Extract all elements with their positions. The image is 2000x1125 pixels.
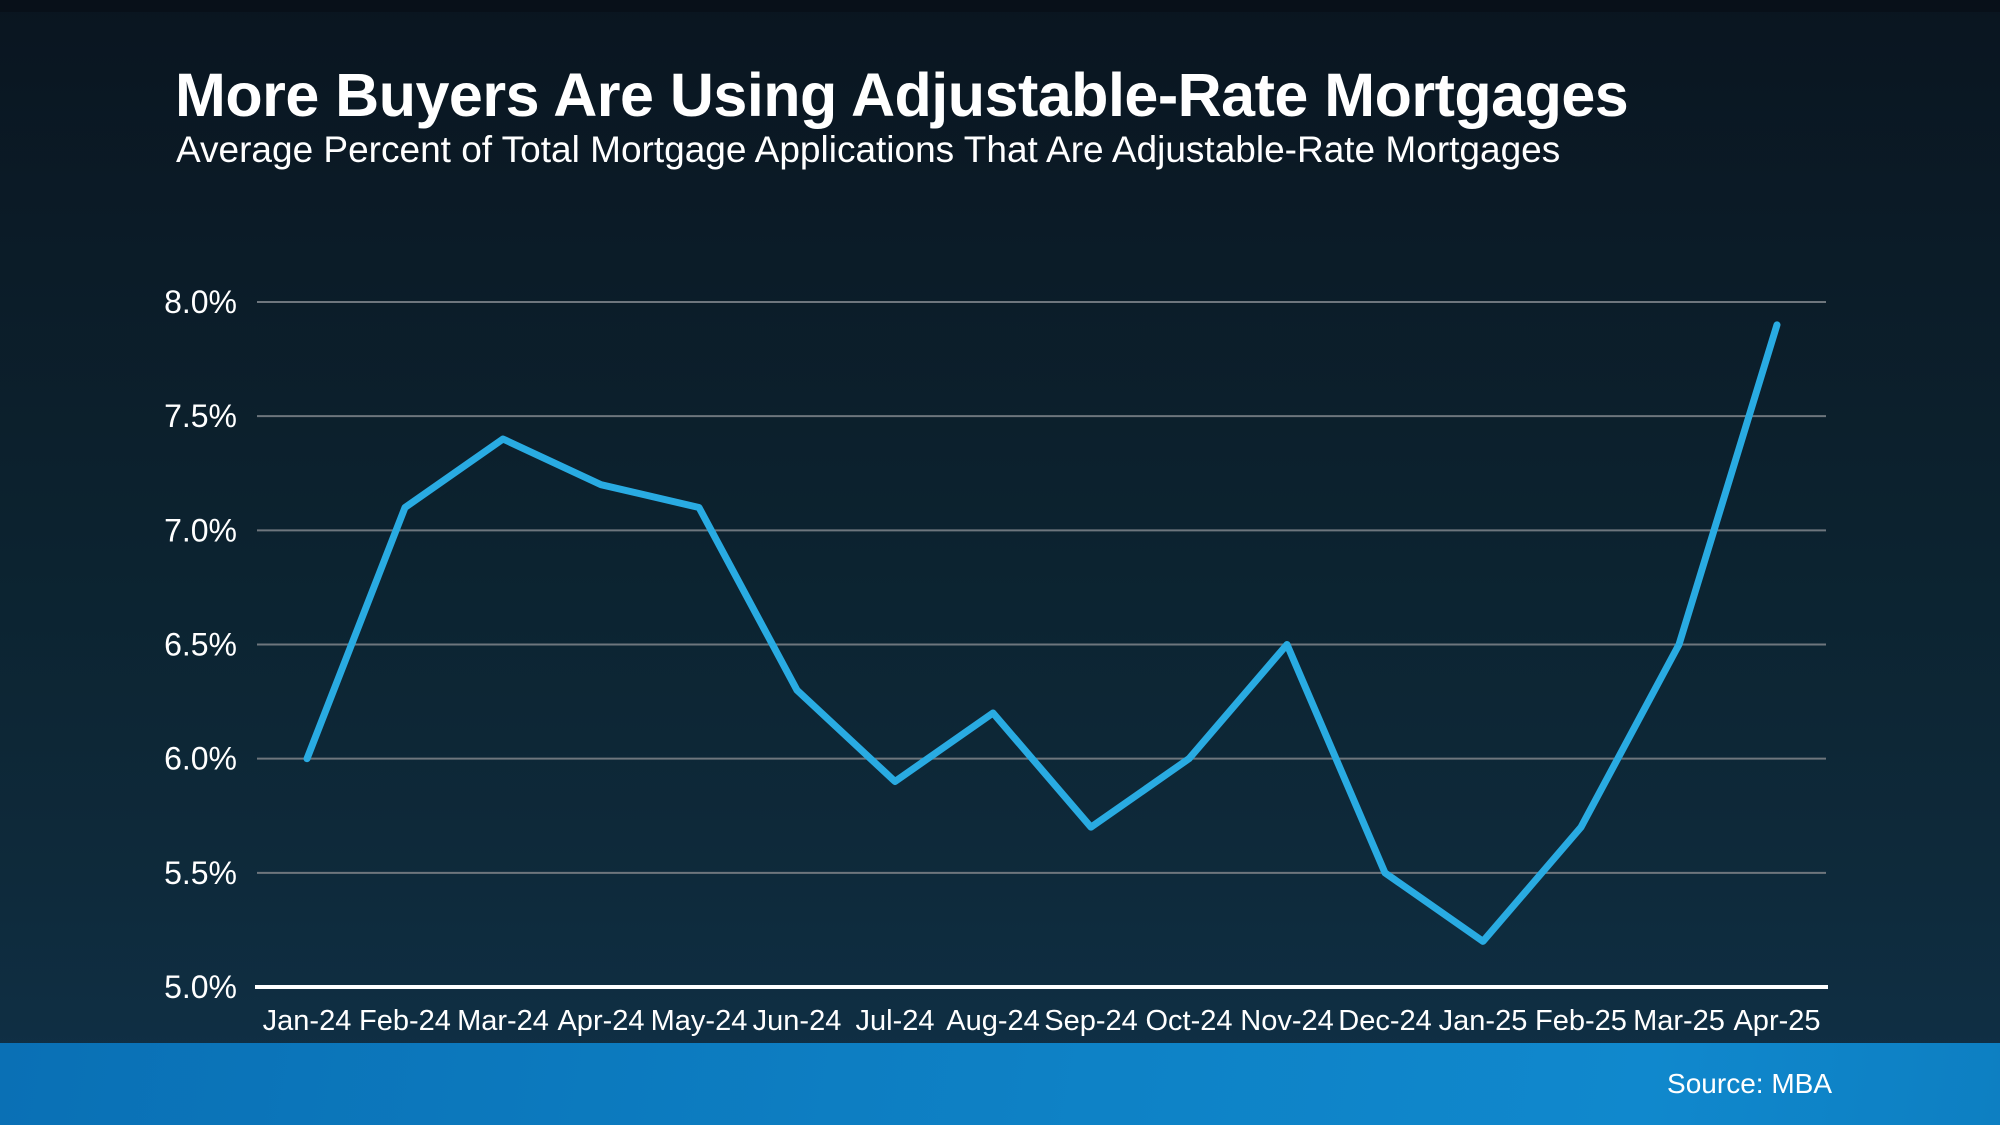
chart-subtitle: Average Percent of Total Mortgage Applic…: [176, 129, 1561, 170]
x-tick-label: Feb-24: [359, 1005, 451, 1037]
y-tick-label: 7.0%: [164, 512, 237, 548]
x-tick-label: Mar-25: [1633, 1005, 1725, 1037]
x-tick-label: Jul-24: [856, 1005, 935, 1037]
x-tick-label: Apr-24: [557, 1005, 644, 1037]
x-tick-label: Oct-24: [1145, 1005, 1232, 1037]
x-tick-label: Feb-25: [1535, 1005, 1627, 1037]
data-line: [303, 321, 1781, 945]
x-tick-label: Jan-25: [1439, 1005, 1528, 1037]
x-tick-label: Jun-24: [753, 1005, 842, 1037]
footer-bar: Source: MBA: [0, 1043, 2000, 1125]
x-tick-label: Aug-24: [946, 1005, 1040, 1037]
x-tick-label: Nov-24: [1240, 1005, 1334, 1037]
x-tick-label: Dec-24: [1338, 1005, 1432, 1037]
y-tick-label: 8.0%: [164, 284, 237, 320]
y-tick-label: 6.0%: [164, 741, 237, 777]
y-tick-label: 6.5%: [164, 627, 237, 663]
x-tick-label: Mar-24: [457, 1005, 549, 1037]
x-tick-label: May-24: [651, 1005, 748, 1037]
chart-title: More Buyers Are Using Adjustable-Rate Mo…: [175, 61, 1629, 129]
y-tick-label: 5.5%: [164, 855, 237, 891]
source-label: Source: MBA: [1667, 1068, 1832, 1099]
x-tick-label: Jan-24: [263, 1005, 352, 1037]
y-tick-label: 7.5%: [164, 398, 237, 434]
x-tick-label: Sep-24: [1044, 1005, 1138, 1037]
top-edge-strip: [0, 0, 2000, 12]
x-tick-label: Apr-25: [1733, 1005, 1820, 1037]
y-tick-label: 5.0%: [164, 969, 237, 1005]
